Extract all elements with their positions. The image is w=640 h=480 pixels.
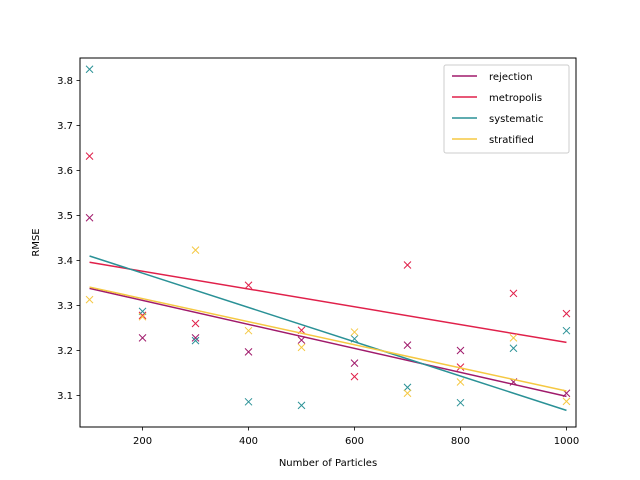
data-point-rejection	[191, 334, 200, 342]
data-point-systematic	[191, 336, 200, 345]
data-point-stratified	[456, 378, 465, 386]
y-tick-label: 3.8	[57, 76, 73, 87]
y-axis-ticks: 3.1 3.2 3.3 3.4 3.5 3.6 3.7 3.8	[57, 76, 80, 402]
data-point-rejection	[85, 213, 94, 222]
x-tick-label: 400	[239, 436, 258, 447]
y-tick-label: 3.2	[57, 346, 73, 357]
y-tick-label: 3.1	[57, 391, 73, 402]
y-tick-label: 3.5	[57, 211, 73, 222]
series-metropolis	[85, 152, 571, 381]
trend-line-systematic	[89, 255, 567, 412]
plot-frame	[79, 57, 577, 428]
data-point-systematic	[297, 401, 306, 410]
trend-line-stratified	[89, 286, 567, 392]
legend: rejection metropolis systematic stratified	[443, 64, 570, 154]
data-point-stratified	[191, 246, 200, 255]
data-point-stratified	[297, 343, 306, 352]
legend-label: rejection	[489, 72, 533, 83]
legend-label: stratified	[489, 135, 534, 146]
data-point-metropolis	[403, 261, 412, 269]
legend-label: metropolis	[489, 93, 542, 104]
data-point-metropolis	[138, 311, 147, 320]
series-stratified	[85, 246, 571, 406]
data-point-stratified	[85, 295, 94, 304]
plot-marks	[85, 65, 571, 412]
legend-item-metropolis: metropolis	[452, 93, 542, 104]
y-tick-label: 3.6	[57, 166, 73, 177]
data-point-metropolis	[244, 281, 253, 290]
x-tick-label: 200	[133, 436, 152, 447]
data-point-systematic	[85, 65, 94, 74]
x-tick-label: 600	[345, 436, 364, 447]
legend-item-stratified: stratified	[452, 135, 534, 146]
data-point-stratified	[562, 397, 571, 406]
data-point-systematic	[456, 398, 465, 407]
data-point-rejection	[403, 341, 412, 349]
data-point-systematic	[509, 344, 518, 353]
data-point-stratified	[244, 326, 253, 335]
y-tick-label: 3.4	[57, 256, 73, 267]
data-point-stratified	[509, 334, 518, 342]
legend-item-rejection: rejection	[452, 72, 533, 83]
data-point-rejection	[244, 347, 253, 356]
x-tick-label: 800	[451, 436, 470, 447]
data-point-rejection	[138, 334, 147, 342]
x-axis-ticks: 200 400 600 800 1000	[133, 427, 579, 447]
series-rejection	[85, 213, 571, 398]
data-point-metropolis	[85, 152, 94, 160]
trend-line-metropolis	[89, 261, 567, 344]
data-point-systematic	[403, 383, 412, 392]
data-point-systematic	[244, 397, 253, 406]
data-point-metropolis	[509, 289, 518, 298]
legend-label: systematic	[489, 114, 543, 125]
x-tick-label: 1000	[554, 436, 579, 447]
data-point-metropolis	[350, 372, 359, 381]
data-point-stratified	[350, 328, 359, 336]
data-point-metropolis	[562, 309, 571, 318]
trend-line-rejection	[89, 287, 567, 398]
legend-item-systematic: systematic	[452, 114, 543, 125]
x-axis-label: Number of Particles	[279, 458, 377, 469]
y-tick-label: 3.3	[57, 301, 73, 312]
data-point-systematic	[350, 334, 359, 343]
y-axis-label: RMSE	[31, 228, 42, 256]
legend-box	[443, 64, 570, 154]
data-point-rejection	[456, 346, 465, 355]
data-point-rejection	[350, 359, 359, 367]
data-point-stratified	[138, 312, 147, 321]
series-systematic	[85, 65, 571, 412]
data-point-rejection	[297, 336, 306, 345]
y-tick-label: 3.7	[57, 121, 73, 132]
data-point-stratified	[403, 389, 412, 398]
data-point-systematic	[138, 307, 147, 316]
data-point-systematic	[562, 326, 571, 335]
data-point-metropolis	[191, 319, 200, 328]
